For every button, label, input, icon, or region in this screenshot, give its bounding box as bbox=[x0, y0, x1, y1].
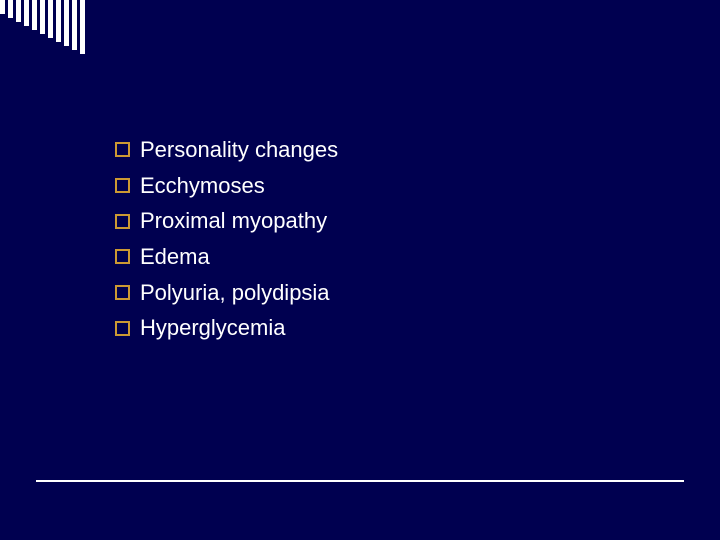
checkbox-icon bbox=[115, 142, 130, 157]
list-item-text: Ecchymoses bbox=[140, 171, 265, 201]
decorative-bar bbox=[72, 0, 77, 50]
list-item-text: Hyperglycemia bbox=[140, 313, 286, 343]
checkbox-icon bbox=[115, 285, 130, 300]
list-item-text: Polyuria, polydipsia bbox=[140, 278, 330, 308]
decorative-bar bbox=[8, 0, 13, 18]
decorative-bar bbox=[40, 0, 45, 34]
list-item: Hyperglycemia bbox=[115, 313, 338, 343]
list-item: Personality changes bbox=[115, 135, 338, 165]
list-item-text: Personality changes bbox=[140, 135, 338, 165]
checkbox-icon bbox=[115, 249, 130, 264]
decorative-bar bbox=[64, 0, 69, 46]
list-item: Ecchymoses bbox=[115, 171, 338, 201]
list-item-text: Edema bbox=[140, 242, 210, 272]
list-item-text: Proximal myopathy bbox=[140, 206, 327, 236]
checkbox-icon bbox=[115, 178, 130, 193]
decorative-top-bars bbox=[0, 0, 88, 54]
decorative-bar bbox=[16, 0, 21, 22]
decorative-bar bbox=[0, 0, 5, 14]
checkbox-icon bbox=[115, 214, 130, 229]
list-item: Polyuria, polydipsia bbox=[115, 278, 338, 308]
checkbox-icon bbox=[115, 321, 130, 336]
bullet-list: Personality changes Ecchymoses Proximal my… bbox=[115, 135, 338, 349]
decorative-bar bbox=[56, 0, 61, 42]
decorative-bar bbox=[24, 0, 29, 26]
decorative-bar bbox=[48, 0, 53, 38]
bottom-divider bbox=[36, 480, 684, 482]
decorative-bar bbox=[80, 0, 85, 54]
list-item: Edema bbox=[115, 242, 338, 272]
list-item: Proximal myopathy bbox=[115, 206, 338, 236]
decorative-bar bbox=[32, 0, 37, 30]
